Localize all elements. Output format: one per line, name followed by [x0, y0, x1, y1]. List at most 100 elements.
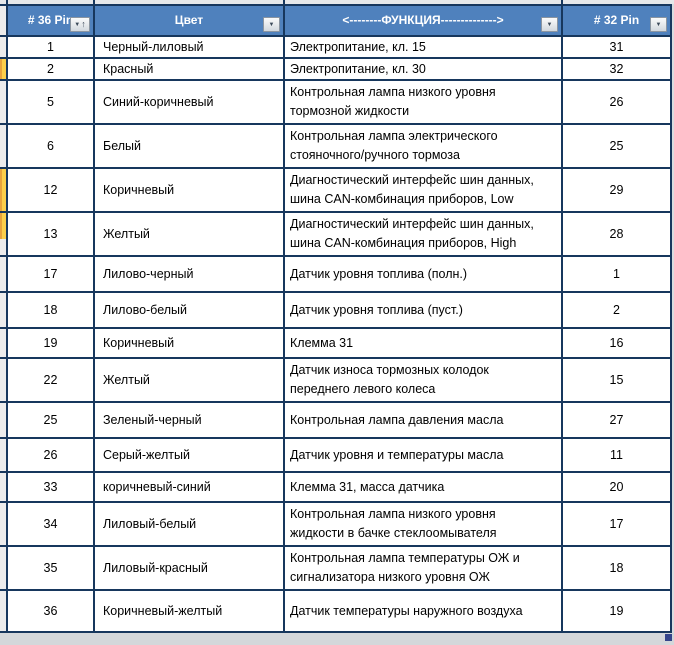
cell-pin36-text: 26 — [43, 448, 58, 462]
cell-pin36[interactable]: 5 — [8, 81, 95, 125]
cell-pin36[interactable]: 33 — [8, 473, 95, 503]
cell-color[interactable]: Черный-лиловый — [95, 37, 285, 59]
filter-button-function[interactable]: ▼ — [541, 17, 558, 32]
cell-function[interactable]: Контрольная лампа низкого уровня тормозн… — [285, 81, 563, 125]
cell-pin32[interactable]: 31 — [563, 37, 672, 59]
cell-pin32[interactable]: 28 — [563, 213, 672, 257]
column-header-pin36[interactable]: # 36 Pin ▼ ↑ — [8, 4, 95, 37]
cell-pin32-text: 16 — [609, 336, 624, 350]
cell-pin32[interactable]: 20 — [563, 473, 672, 503]
row-highlight-mark — [0, 59, 8, 81]
cell-color-text: Лилово-белый — [103, 303, 188, 317]
cell-color[interactable]: Лилово-белый — [95, 293, 285, 329]
cell-pin32[interactable]: 29 — [563, 169, 672, 213]
cell-function[interactable]: Датчик уровня топлива (полн.) — [285, 257, 563, 293]
cell-pin32[interactable]: 32 — [563, 59, 672, 81]
cell-function[interactable]: Датчик уровня и температуры масла — [285, 439, 563, 473]
cell-function[interactable]: Контрольная лампа температуры ОЖ и сигна… — [285, 547, 563, 591]
cell-color[interactable]: Белый — [95, 125, 285, 169]
cell-pin36[interactable]: 2 — [8, 59, 95, 81]
column-header-color[interactable]: Цвет ▼ — [95, 4, 285, 37]
cell-function-text: Диагностический интерфейс шин данных, ши… — [290, 217, 534, 250]
cell-color[interactable]: Серый-желтый — [95, 439, 285, 473]
cell-pin36[interactable]: 18 — [8, 293, 95, 329]
cell-pin32[interactable]: 11 — [563, 439, 672, 473]
cell-pin36[interactable]: 17 — [8, 257, 95, 293]
cell-function[interactable]: Контрольная лампа низкого уровня жидкост… — [285, 503, 563, 547]
cell-pin36[interactable]: 36 — [8, 591, 95, 633]
cell-pin32[interactable]: 1 — [563, 257, 672, 293]
cell-pin32[interactable]: 18 — [563, 547, 672, 591]
cell-pin32-text: 28 — [609, 227, 624, 241]
row-edge-sliver — [0, 439, 8, 473]
cell-function[interactable]: Контрольная лампа электрического стояноч… — [285, 125, 563, 169]
cell-color[interactable]: Желтый — [95, 213, 285, 257]
cell-function-text: Диагностический интерфейс шин данных, ши… — [290, 173, 534, 206]
cell-color[interactable]: Лиловый-белый — [95, 503, 285, 547]
cell-pin36[interactable]: 19 — [8, 329, 95, 359]
sliver-cell — [285, 0, 563, 4]
cell-function[interactable]: Датчик уровня топлива (пуст.) — [285, 293, 563, 329]
cell-pin32[interactable]: 17 — [563, 503, 672, 547]
cell-pin32[interactable]: 16 — [563, 329, 672, 359]
cell-pin32-text: 27 — [609, 413, 624, 427]
cell-pin36[interactable]: 1 — [8, 37, 95, 59]
column-header-pin32[interactable]: # 32 Pin ▼ — [563, 4, 672, 37]
cell-function-text: Контрольная лампа низкого уровня жидкост… — [290, 507, 497, 540]
cell-color[interactable]: Коричневый — [95, 169, 285, 213]
filter-button-pin32[interactable]: ▼ — [650, 17, 667, 32]
cell-function-text: Датчик уровня и температуры масла — [290, 447, 504, 462]
cell-function[interactable]: Клемма 31 — [285, 329, 563, 359]
column-header-function[interactable]: <--------ФУНКЦИЯ--------------> ▼ — [285, 4, 563, 37]
cell-pin32[interactable]: 26 — [563, 81, 672, 125]
cell-color[interactable]: Синий-коричневый — [95, 81, 285, 125]
cell-pin32[interactable]: 19 — [563, 591, 672, 633]
cell-function[interactable]: Диагностический интерфейс шин данных, ши… — [285, 213, 563, 257]
cell-pin32[interactable]: 27 — [563, 403, 672, 439]
cell-pin32[interactable]: 15 — [563, 359, 672, 403]
cell-color[interactable]: Красный — [95, 59, 285, 81]
cell-function-text: Контрольная лампа электрического стояноч… — [290, 129, 498, 162]
dropdown-arrow-icon: ▼ — [655, 21, 662, 28]
filter-button-color[interactable]: ▼ — [263, 17, 280, 32]
cell-pin32[interactable]: 25 — [563, 125, 672, 169]
cell-color[interactable]: Коричневый — [95, 329, 285, 359]
cell-pin36[interactable]: 34 — [8, 503, 95, 547]
table-row: 12 Коричневый Диагностический интерфейс ши… — [0, 169, 674, 213]
cell-function-text: Контрольная лампа давления масла — [290, 412, 504, 427]
table-row: 13 Желтый Диагностический интерфейс шин да… — [0, 213, 674, 257]
cell-function[interactable]: Диагностический интерфейс шин данных, ши… — [285, 169, 563, 213]
row-edge-sliver — [0, 329, 8, 359]
cell-pin36-text: 35 — [43, 561, 58, 575]
cell-function-text: Датчик уровня топлива (полн.) — [290, 266, 468, 281]
filter-sort-button-pin36[interactable]: ▼ ↑ — [70, 17, 90, 32]
cell-pin36[interactable]: 12 — [8, 169, 95, 213]
cell-function[interactable]: Электропитание, кл. 30 — [285, 59, 563, 81]
cell-color[interactable]: Лилово-черный — [95, 257, 285, 293]
cell-pin32-text: 32 — [609, 62, 624, 76]
cell-pin36[interactable]: 22 — [8, 359, 95, 403]
cell-function[interactable]: Датчик температуры наружного воздуха — [285, 591, 563, 633]
cell-function[interactable]: Контрольная лампа давления масла — [285, 403, 563, 439]
cell-function[interactable]: Клемма 31, масса датчика — [285, 473, 563, 503]
cell-pin36-text: 25 — [43, 413, 58, 427]
cell-pin36[interactable]: 6 — [8, 125, 95, 169]
sliver-cell — [563, 0, 672, 4]
cell-pin36[interactable]: 35 — [8, 547, 95, 591]
cell-function-text: Электропитание, кл. 30 — [290, 61, 426, 76]
table-row: 34 Лиловый-белый Контрольная лампа низкого… — [0, 503, 674, 547]
cell-function[interactable]: Датчик износа тормозных колодок переднег… — [285, 359, 563, 403]
cell-pin36[interactable]: 26 — [8, 439, 95, 473]
cell-color[interactable]: Коричневый-желтый — [95, 591, 285, 633]
cell-color[interactable]: коричневый-синий — [95, 473, 285, 503]
cell-function[interactable]: Электропитание, кл. 15 — [285, 37, 563, 59]
cell-pin36[interactable]: 25 — [8, 403, 95, 439]
cell-color[interactable]: Лиловый-красный — [95, 547, 285, 591]
selection-corner-handle[interactable] — [665, 634, 672, 641]
cell-pin32[interactable]: 2 — [563, 293, 672, 329]
cell-color[interactable]: Желтый — [95, 359, 285, 403]
cell-color[interactable]: Зеленый-черный — [95, 403, 285, 439]
cell-pin36[interactable]: 13 — [8, 213, 95, 257]
row-edge-sliver — [0, 37, 8, 59]
cell-function-text: Датчик уровня топлива (пуст.) — [290, 302, 463, 317]
